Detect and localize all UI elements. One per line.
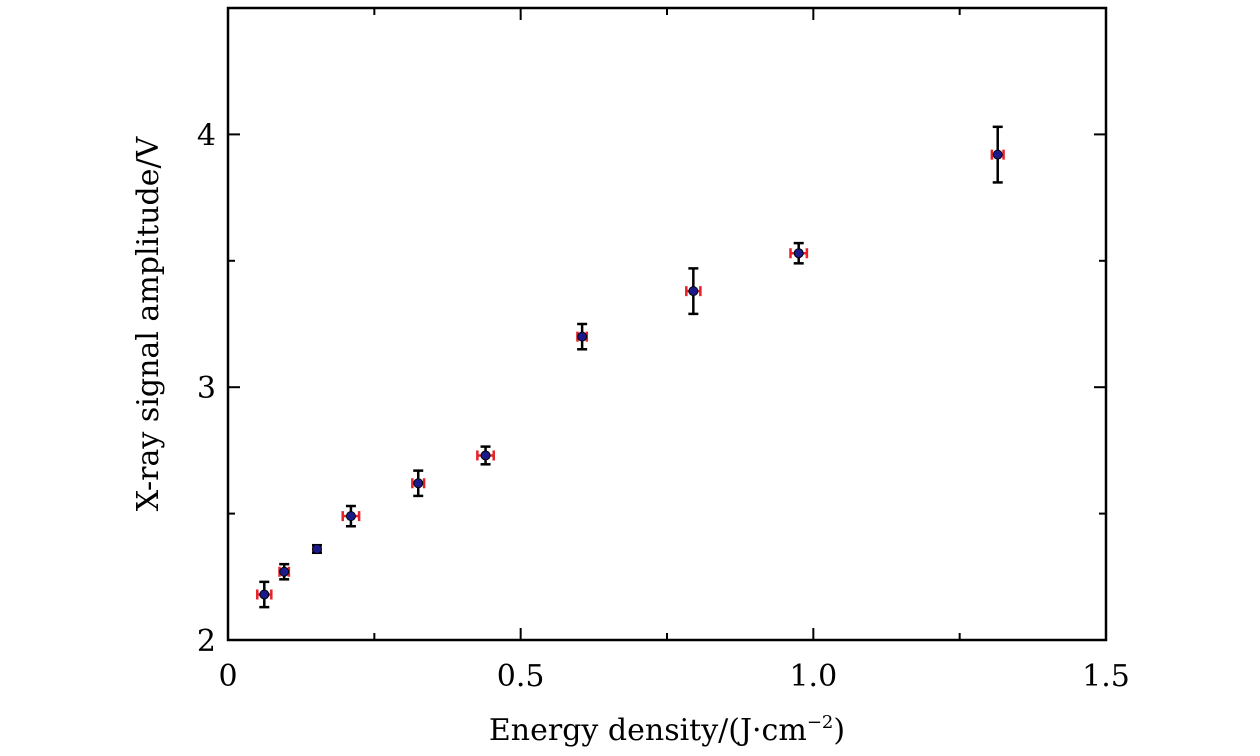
x-tick-label: 0.5 xyxy=(497,659,545,694)
point-marker xyxy=(577,331,588,342)
point-marker xyxy=(311,543,322,554)
data-point xyxy=(411,469,426,498)
point-marker xyxy=(793,248,804,259)
data-point xyxy=(789,241,809,265)
data-point xyxy=(311,543,322,555)
y-tick-label: 3 xyxy=(197,371,216,406)
data-point xyxy=(990,125,1005,184)
point-marker xyxy=(992,149,1003,160)
x-tick-label: 1.5 xyxy=(1082,659,1130,694)
data-point xyxy=(256,580,273,609)
x-axis-label-superscript: −2 xyxy=(807,712,834,733)
y-tick-label: 4 xyxy=(197,118,216,153)
data-point xyxy=(685,267,702,316)
point-marker xyxy=(279,566,290,577)
point-marker xyxy=(688,286,699,297)
x-tick-label: 0 xyxy=(218,659,237,694)
x-tick-label: 1.0 xyxy=(789,659,837,694)
tick-labels: 0 0.5 1.0 1.5 2 3 4 xyxy=(197,118,1130,694)
data-point xyxy=(341,504,361,528)
data-point xyxy=(278,562,291,581)
data-point xyxy=(476,445,495,466)
x-axis-label: Energy density/(J·cm−2) xyxy=(489,712,845,748)
point-marker xyxy=(259,589,270,600)
data-points xyxy=(256,125,1005,609)
point-marker xyxy=(480,450,491,461)
y-tick-label: 2 xyxy=(197,624,216,659)
data-point xyxy=(576,322,589,351)
x-axis-label-close: ) xyxy=(833,713,845,748)
point-marker xyxy=(345,511,356,522)
plot-frame xyxy=(226,6,1108,642)
x-axis-label-main: Energy density/(J·cm xyxy=(489,713,807,748)
point-marker xyxy=(413,478,424,489)
axis-ticks xyxy=(227,8,1107,641)
y-axis-label: X-ray signal amplitude/V xyxy=(131,135,166,511)
